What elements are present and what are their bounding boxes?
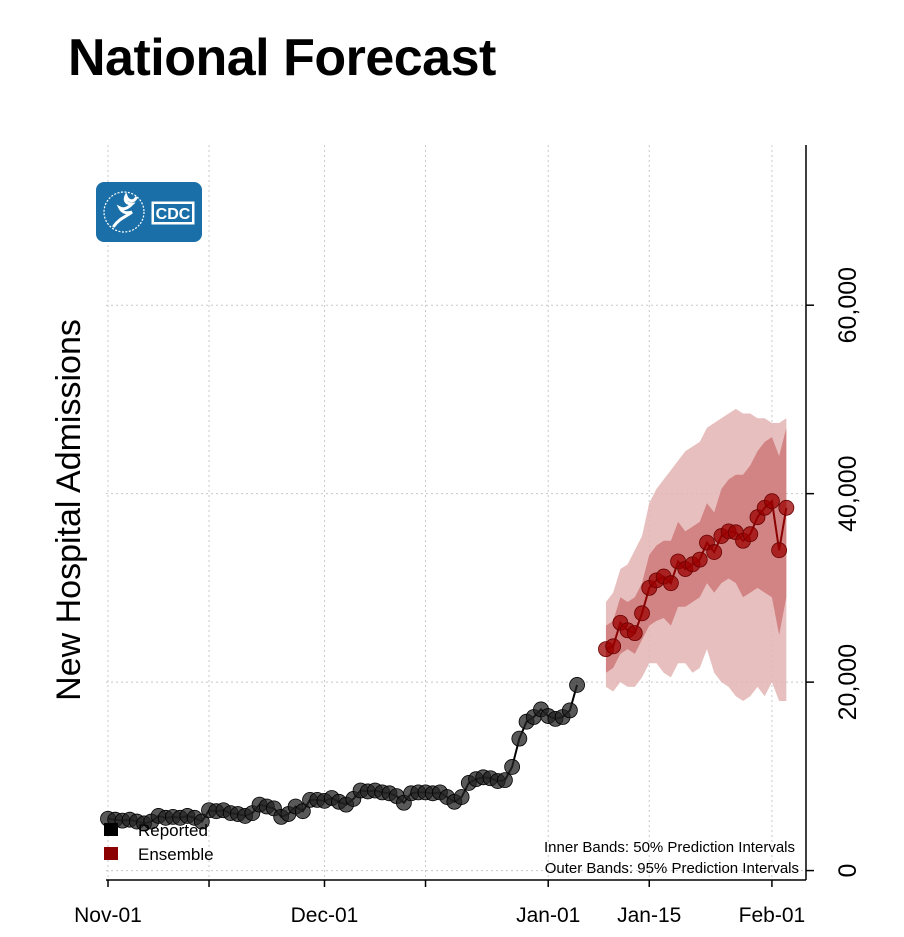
data-point (634, 605, 650, 622)
data-point (764, 493, 780, 510)
y-tick-label: 0 (834, 864, 862, 878)
data-point (706, 544, 723, 560)
legend-note-inner-bands: Inner Bands: 50% Prediction Intervals (544, 839, 795, 856)
series-reported (100, 677, 585, 832)
axes: Nov-01 Dec-01 Jan-01 Jan-15 Feb-01 0 20,000 40,… (74, 145, 862, 927)
data-point (453, 789, 470, 805)
x-tick-label: Nov-01 (74, 904, 142, 927)
legend-swatch-reported (104, 823, 118, 836)
data-point (504, 759, 521, 775)
y-tick-label: 60,000 (834, 267, 862, 343)
band-50 (605, 427, 787, 673)
series-ensemble (598, 493, 795, 658)
data-point (778, 499, 795, 516)
hhs-eagle-icon (103, 191, 145, 233)
data-point (771, 542, 788, 559)
data-point (511, 730, 528, 747)
y-tick-label: 20,000 (834, 644, 862, 720)
gridlines (106, 145, 806, 880)
chart-title: National Forecast (68, 29, 496, 87)
y-tick-label: 40,000 (834, 455, 862, 531)
data-point (569, 677, 585, 693)
data-point (742, 526, 759, 543)
y-axis-label: New Hospital Admissions (50, 319, 88, 701)
cdc-logo: CDC (96, 182, 202, 242)
prediction-band-50 (605, 427, 787, 673)
x-tick-label: Feb-01 (739, 904, 806, 927)
legend-label-reported: Reported (138, 821, 208, 840)
legend-note-outer-bands: Outer Bands: 95% Prediction Intervals (545, 860, 799, 877)
data-point (626, 625, 643, 642)
legend-swatch-ensemble (104, 847, 118, 860)
data-point (497, 772, 513, 789)
data-point (561, 702, 578, 719)
data-point (662, 575, 679, 592)
legend-label-ensemble: Ensemble (138, 845, 214, 864)
x-tick-label: Dec-01 (291, 904, 359, 927)
data-point (691, 551, 708, 568)
logo-text: CDC (156, 206, 191, 223)
data-point (605, 638, 622, 655)
legend: Reported Ensemble (104, 821, 214, 864)
x-tick-label: Jan-15 (617, 904, 681, 927)
logo-background (96, 182, 202, 242)
data-point (294, 803, 311, 820)
data-point (193, 813, 210, 830)
x-tick-label: Jan-01 (516, 904, 580, 927)
